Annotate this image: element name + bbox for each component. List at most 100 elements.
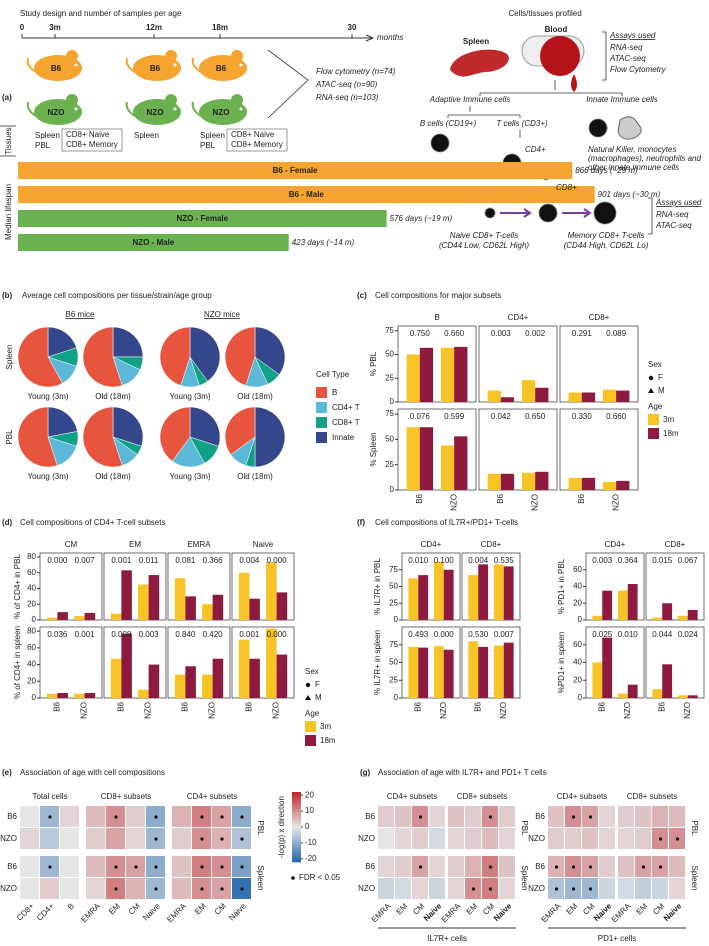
y-tick-label: 40 [27,584,36,593]
strip-label: CM [65,540,78,549]
y-tick-label: 25 [385,460,394,469]
x-tick-label: NZO [208,702,217,719]
y-tick-label: 25 [389,598,398,607]
row-group-label: PBL [690,820,699,836]
sig-dot [220,815,224,819]
column-label: CD8+ [15,901,36,922]
legend-marker [291,876,295,880]
bar [652,617,663,620]
mouse-ear [66,94,78,106]
p-value: 0.001 [75,630,96,639]
bar [487,473,501,490]
y-axis-label: %PD1+ in spleen [557,632,566,694]
bar [617,590,628,620]
timeline-arrow [365,34,375,42]
pie-slice [189,406,221,447]
bar [433,646,444,698]
tissue: PBL [35,141,51,150]
bar [493,564,504,620]
x-tick-label: NZO [683,702,692,719]
y-axis-label: % PD1+ in PBL [557,558,566,614]
bar [687,609,698,620]
panel-frame [231,552,295,621]
subset: CD8+ Memory [66,140,118,149]
bar [602,590,613,620]
colorbar-step [292,852,301,855]
bar [185,596,196,620]
sig-dot [588,815,593,819]
colorbar-step [292,802,301,805]
y-tick-label: 50 [389,658,398,667]
y-tick-label: 80 [27,626,36,635]
x-tick-label: B6 [180,701,189,711]
y-tick-label: 60 [27,568,36,577]
p-value: 0.007 [494,630,515,639]
y-tick-label: 75 [389,565,398,574]
p-value: 0.025 [592,630,613,639]
legend-marker [648,388,654,393]
heat-cell [378,856,394,877]
panel-label: (g) [360,768,371,777]
y-tick-label: 60 [573,565,582,574]
row-label: B6 [365,812,375,821]
lifespan-bar [18,162,573,179]
p-value: 0.044 [652,630,673,639]
y-tick-label: 20 [27,676,36,685]
group-label: CD8+ subsets [457,792,507,801]
bar [406,427,420,490]
pie-slice [47,326,77,358]
block-label: PD1+ cells [598,934,636,943]
x-tick-label: B6 [496,493,505,503]
sig-dot [48,865,52,869]
colorbar-step [292,850,301,853]
mouse-label: B6 [51,64,62,73]
pie-slice [224,326,256,386]
sig-dot [220,865,224,869]
bar-name: NZO - Male [132,238,174,247]
bar [602,481,617,490]
heat-cell [669,806,685,827]
p-value: 0.004 [239,556,260,565]
heat-cell [618,828,634,849]
heat-cell [172,856,191,877]
heat-cell [60,806,79,827]
row-label: NZO [528,834,545,843]
p-value: 0.100 [434,556,455,565]
legend-label: F [658,373,663,382]
column-label: Naive [662,901,684,923]
colorbar-tick-label: 10 [305,806,314,815]
assay: Flow cytometry (n=74) [316,67,396,76]
bar [677,615,688,620]
block-label: IL7R+ cells [427,934,467,943]
x-tick-label: B6 [657,701,666,711]
bar [174,578,186,620]
assay: RNA-seq [610,43,643,52]
bar [627,583,638,620]
p-value: 0.660 [444,329,465,338]
bar [185,666,196,698]
bar [443,649,454,698]
sig-dot [554,865,559,869]
timeline-tick-label: 30 [348,23,357,32]
legend-label: M [658,386,665,395]
pie-slice [112,326,144,358]
row-group-label: Spleen [690,866,699,891]
colorbar-step [292,818,301,821]
heat-cell [499,878,515,899]
mouse-eye [173,107,177,111]
group-label: CD8+ subsets [627,792,677,801]
panel-frame [39,552,103,621]
bar [249,658,260,698]
column-label: EMRA [540,901,563,924]
mouse-tail [125,101,136,117]
colorbar-step [292,820,301,823]
bar [617,693,628,698]
tree-line [447,80,623,181]
legend-swatch [316,417,327,428]
heat-cell [20,856,39,877]
heat-cell [599,828,615,849]
pie-slice [254,406,286,468]
column-label: EM [465,901,480,916]
heat-cell [465,828,481,849]
node: T cells (CD3+) [496,119,548,128]
